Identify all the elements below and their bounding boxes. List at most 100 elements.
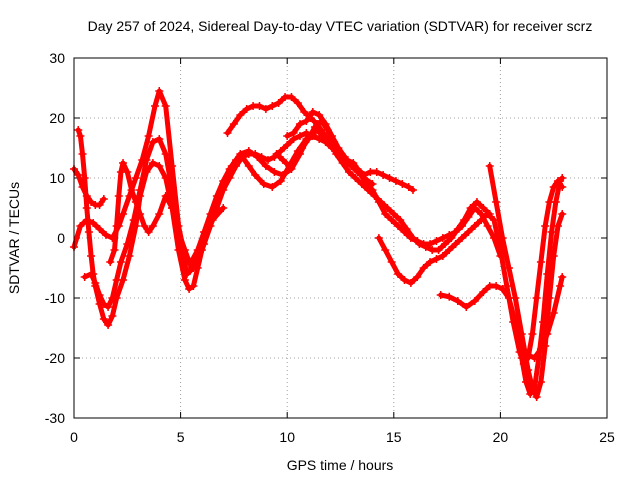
data-point-track-8 (353, 165, 362, 173)
series-layer (70, 87, 567, 401)
data-point-track-8 (321, 120, 330, 128)
data-point-track-2 (151, 102, 160, 110)
data-point-track-10 (551, 198, 560, 206)
data-point-track-12 (530, 354, 539, 362)
data-point-track-4 (91, 279, 100, 287)
data-point-track-7 (470, 204, 479, 212)
data-point-track-5 (206, 222, 215, 230)
data-point-track-5 (180, 246, 189, 254)
data-point-track-6 (255, 102, 264, 110)
data-point-track-8 (359, 171, 368, 179)
data-point-track-8 (340, 153, 349, 161)
x-tick-label: 15 (386, 429, 402, 445)
data-point-track-9 (490, 216, 499, 224)
plot-frame (73, 57, 608, 419)
data-point-track-5 (161, 192, 170, 200)
data-point-track-4 (276, 177, 285, 185)
data-point-track-11 (504, 264, 513, 272)
data-point-track-6 (274, 99, 283, 107)
data-point-track-11 (536, 378, 545, 386)
data-point-track-4 (129, 216, 138, 224)
chart-title: Day 257 of 2024, Sidereal Day-to-day VTE… (88, 18, 593, 34)
data-point-track-4 (104, 303, 113, 311)
data-point-track-9 (413, 273, 422, 281)
data-point-track-3 (82, 204, 91, 212)
data-point-track-2 (155, 87, 164, 95)
data-point-track-11 (485, 162, 494, 170)
data-point-track-5 (174, 228, 183, 236)
data-point-track-8 (283, 132, 292, 140)
data-point-track-3 (76, 132, 85, 140)
data-point-track-6 (300, 108, 309, 116)
data-point-track-7 (310, 123, 319, 131)
data-point-track-3 (74, 126, 83, 134)
data-point-track-4 (268, 183, 277, 191)
data-point-track-5 (264, 156, 273, 164)
data-point-track-6 (389, 210, 398, 218)
data-point-track-11 (524, 366, 533, 374)
data-point-track-4 (80, 273, 89, 281)
data-point-track-9 (528, 330, 537, 338)
data-point-track-7 (413, 237, 422, 245)
data-point-track-5 (119, 159, 128, 167)
series-line-track-10 (438, 175, 565, 397)
data-point-track-5 (123, 168, 132, 176)
data-point-track-3 (78, 150, 87, 158)
data-point-track-5 (225, 174, 234, 182)
data-point-track-11 (545, 294, 554, 302)
data-point-track-9 (374, 234, 383, 242)
data-point-track-3 (189, 282, 198, 290)
data-point-track-11 (517, 330, 526, 338)
data-point-track-5 (257, 153, 266, 161)
data-point-track-7 (406, 234, 415, 242)
data-point-track-6 (223, 129, 232, 137)
data-point-track-9 (445, 246, 454, 254)
data-point-track-5 (232, 162, 241, 170)
data-point-track-6 (293, 99, 302, 107)
data-point-track-1 (99, 195, 108, 203)
data-point-track-8 (404, 183, 413, 191)
data-point-track-12 (556, 282, 565, 290)
y-axis-label: SDTVAR / TECUs (6, 182, 22, 294)
data-point-track-3 (84, 228, 93, 236)
data-point-track-11 (498, 234, 507, 242)
data-point-track-11 (528, 384, 537, 392)
data-point-track-7 (272, 150, 281, 158)
data-point-track-11 (553, 222, 562, 230)
data-point-track-10 (547, 228, 556, 236)
data-point-track-4 (99, 300, 108, 308)
x-tick-label: 5 (177, 429, 185, 445)
data-point-track-11 (532, 393, 541, 401)
data-point-track-2 (144, 132, 153, 140)
data-point-track-5 (148, 222, 157, 230)
data-point-track-3 (185, 285, 194, 293)
data-point-track-6 (236, 111, 245, 119)
data-point-track-12 (524, 351, 533, 359)
data-point-track-10 (453, 297, 462, 305)
data-point-track-9 (406, 279, 415, 287)
data-point-track-5 (187, 264, 196, 272)
data-point-track-11 (558, 210, 567, 218)
data-point-track-10 (492, 282, 501, 290)
data-point-track-5 (193, 258, 202, 266)
data-point-track-3 (155, 162, 164, 170)
data-point-track-5 (238, 153, 247, 161)
data-point-track-4 (155, 135, 164, 143)
data-point-track-10 (436, 291, 445, 299)
data-point-track-4 (116, 258, 125, 266)
data-point-track-12 (517, 342, 526, 350)
x-tick-label: 20 (493, 429, 509, 445)
data-point-track-11 (492, 198, 501, 206)
data-point-track-4 (168, 186, 177, 194)
data-point-track-8 (398, 180, 407, 188)
data-point-track-2 (76, 222, 85, 230)
data-point-track-3 (261, 162, 270, 170)
y-tick-label: 10 (49, 170, 65, 186)
data-point-track-7 (304, 135, 313, 143)
data-point-track-7 (285, 162, 294, 170)
data-point-track-10 (445, 292, 454, 301)
data-point-track-5 (276, 147, 285, 155)
data-point-track-7 (483, 222, 492, 230)
data-point-track-9 (426, 258, 435, 266)
data-point-track-9 (400, 276, 409, 284)
